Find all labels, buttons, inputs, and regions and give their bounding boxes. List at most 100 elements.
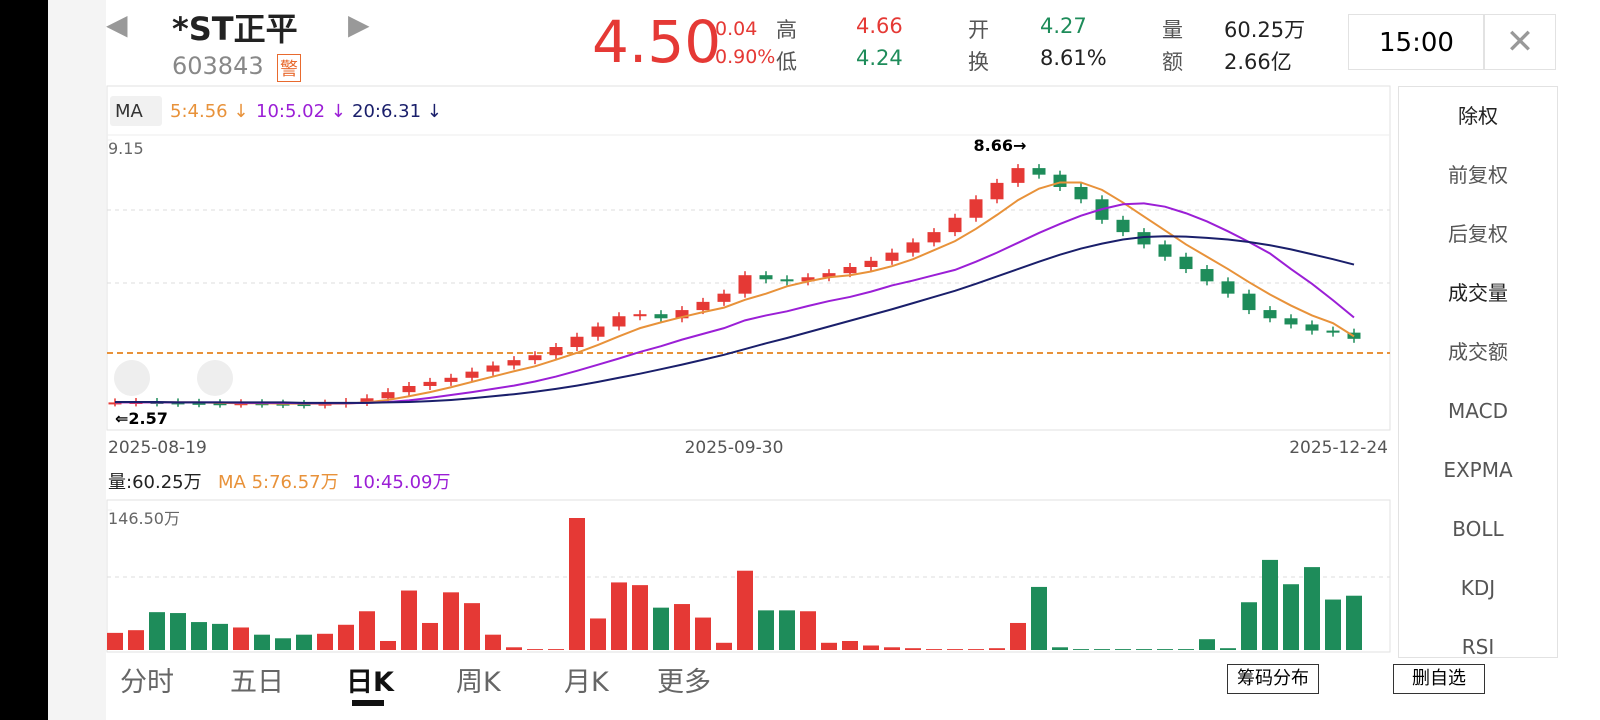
candle [906,242,920,253]
tab[interactable]: 更多 [657,667,711,698]
volume-legend: 量:60.25万 [108,472,202,493]
volume-bar [359,611,375,650]
volume-bar [569,518,585,650]
candle [780,279,794,282]
tab[interactable]: 月K [564,667,609,698]
close-button[interactable]: ✕ [1484,14,1556,70]
volume-bar [884,647,900,650]
tab[interactable]: 五日 [230,667,284,698]
candle [1032,168,1046,175]
ma-selector[interactable]: MA [115,101,144,122]
tab[interactable]: 周K [456,667,501,698]
candle [843,266,857,274]
volume-bar [485,634,501,650]
x-label: 2025-08-19 [108,438,207,458]
volume-bar [1157,649,1173,650]
candle [654,314,668,319]
volume-bar [1094,649,1110,650]
volume-bar [317,633,333,650]
menu-item[interactable]: 前复权 [1448,163,1508,187]
volume-bar [632,585,648,650]
tab[interactable]: 日K [346,667,394,698]
candle [549,347,563,356]
volume-bar [170,613,186,650]
low-annotation: ⇐2.57 [115,409,168,428]
menu-item[interactable]: 成交量 [1448,281,1508,305]
candle [591,326,605,337]
menu-item[interactable]: 后复权 [1448,222,1508,246]
menu-item[interactable]: 除权 [1458,104,1498,128]
stat-label: 额 [1162,50,1183,74]
volume-bar [443,592,459,650]
stat-value: 4.66 [856,14,903,38]
menu-item[interactable]: MACD [1448,399,1508,423]
volume-bar [737,570,753,650]
change-pct: 0.90% [715,46,776,68]
volume-bar [842,640,858,650]
stat-value: 2.66亿 [1224,50,1292,74]
candle [1221,281,1235,294]
candle [381,392,395,399]
ma-line [115,235,1355,404]
ma-selector-box[interactable] [110,96,162,126]
candle [1158,244,1172,257]
change: 0.04 [715,18,758,40]
menu-item[interactable]: 成交额 [1448,340,1508,364]
chip-button[interactable]: 筹码分布 [1227,664,1319,694]
stat-label: 高 [776,18,797,42]
candle [423,381,437,386]
candle [738,275,752,294]
chart: MA 8.66→ ⇐2.57 2025-08-19 2025-09-30 202… [106,85,1391,653]
stock-code: 603843 [172,52,264,80]
volume-bar [968,649,984,650]
menu-item[interactable]: BOLL [1452,517,1504,541]
volume-bar [548,649,564,650]
candle [444,377,458,382]
volume-bar [947,649,963,650]
tab[interactable]: 分时 [120,667,174,698]
candle [507,360,521,366]
menu-item[interactable]: EXPMA [1443,458,1513,482]
ma-line [115,181,1355,405]
time: 15:00 [1348,14,1484,70]
candle [213,403,227,406]
remove-button[interactable]: 删自选 [1393,664,1485,694]
volume-bar [611,582,627,650]
volume-bar [1073,649,1089,650]
volume-bar [464,603,480,650]
stat-value: 60.25万 [1224,18,1306,42]
menu-item[interactable]: RSI [1461,635,1495,658]
volume-bar [590,618,606,650]
candle [234,403,248,406]
candle [1137,232,1151,245]
volume-bar [1304,567,1320,650]
candle [360,398,374,402]
menu-item[interactable]: KDJ [1460,576,1496,600]
volume-bar [506,647,522,650]
candle [1053,174,1067,187]
stat-value: 4.24 [856,46,903,70]
volume-legend: 10:45.09万 [352,472,451,493]
volume-bar [1031,586,1047,650]
candle [1326,330,1340,333]
volume-bar [149,612,165,650]
candle [1200,269,1214,282]
volume-bar [674,604,690,650]
prev-arrow[interactable]: ◀ [106,8,128,41]
volume-bar [863,645,879,650]
candle [759,275,773,280]
candle [1263,310,1277,319]
volume-legend: MA 5:76.57万 [218,472,339,493]
warning-badge: 警 [277,54,301,82]
volume-bar [1262,559,1278,650]
price: 4.50 [592,8,722,76]
candle [570,336,584,348]
volume-bar [821,642,837,650]
volume-bar [1199,639,1215,650]
candle [990,182,1004,200]
stock-name: *ST正平 [172,10,298,48]
candle [1011,168,1025,183]
next-arrow[interactable]: ▶ [348,8,370,41]
volume-bar [716,642,732,650]
side-bar [0,0,48,720]
